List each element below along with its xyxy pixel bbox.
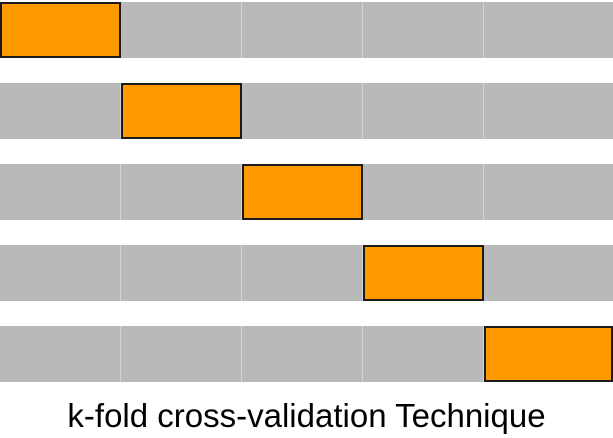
train-fold-block xyxy=(363,83,484,139)
train-fold-block xyxy=(363,326,484,382)
train-fold-block xyxy=(363,164,484,220)
fold-row-4 xyxy=(0,245,613,301)
test-fold-block xyxy=(363,245,484,301)
train-fold-block xyxy=(242,83,363,139)
fold-grid xyxy=(0,2,613,382)
train-fold-block xyxy=(121,326,242,382)
train-fold-block xyxy=(121,2,242,58)
test-fold-block xyxy=(121,83,242,139)
train-fold-block xyxy=(484,2,613,58)
train-fold-block xyxy=(484,83,613,139)
diagram-caption: k-fold cross-validation Technique xyxy=(67,397,546,434)
train-fold-block xyxy=(242,245,363,301)
train-fold-block xyxy=(0,83,121,139)
train-fold-block xyxy=(0,245,121,301)
test-fold-block xyxy=(484,326,613,382)
test-fold-block xyxy=(0,2,121,58)
train-fold-block xyxy=(363,2,484,58)
train-fold-block xyxy=(484,164,613,220)
fold-row-1 xyxy=(0,2,613,58)
train-fold-block xyxy=(484,245,613,301)
test-fold-block xyxy=(242,164,363,220)
train-fold-block xyxy=(242,326,363,382)
train-fold-block xyxy=(242,2,363,58)
fold-row-5 xyxy=(0,326,613,382)
train-fold-block xyxy=(121,245,242,301)
fold-row-2 xyxy=(0,83,613,139)
train-fold-block xyxy=(0,326,121,382)
fold-row-3 xyxy=(0,164,613,220)
train-fold-block xyxy=(0,164,121,220)
train-fold-block xyxy=(121,164,242,220)
